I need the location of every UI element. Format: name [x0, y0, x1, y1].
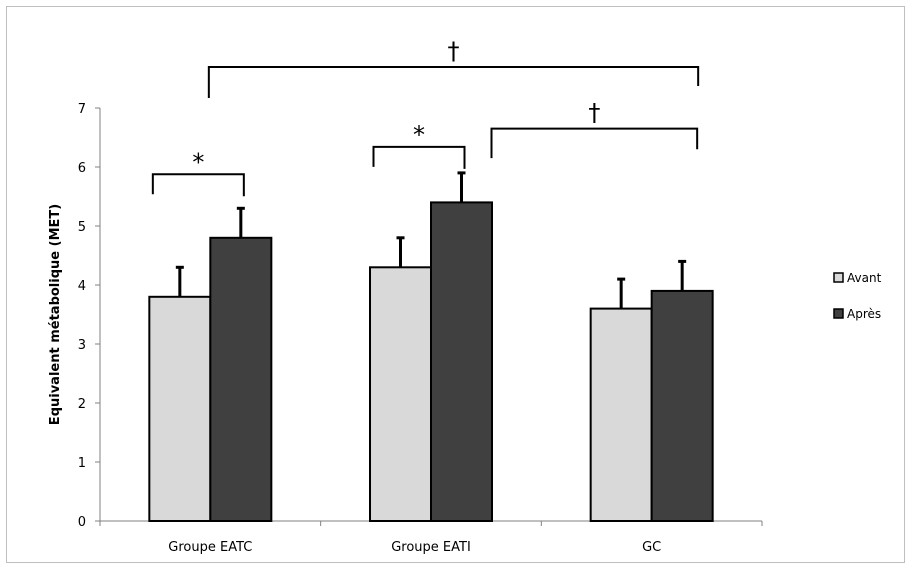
significance-symbol: * [413, 121, 425, 149]
y-tick-label: 4 [78, 279, 86, 294]
significance-bracket [374, 147, 465, 169]
significance-bracket [209, 67, 698, 98]
y-tick-label: 5 [78, 220, 86, 235]
y-tick-label: 0 [78, 515, 86, 530]
x-tick-label: Groupe EATI [391, 540, 471, 555]
significance-annotations: * * † † [153, 37, 698, 196]
legend-label: Avant [847, 271, 882, 285]
bar [431, 202, 492, 521]
bars [149, 173, 712, 521]
bar [210, 238, 271, 521]
legend: Avant Après [834, 271, 882, 321]
bar [591, 309, 652, 521]
legend-label: Après [847, 307, 881, 321]
x-tick-label: Groupe EATC [168, 540, 252, 555]
legend-swatch [834, 273, 843, 282]
bar [652, 291, 713, 521]
y-axis-label: Equivalent métabolique (MET) [48, 204, 63, 425]
significance-bracket [492, 129, 698, 159]
bar-chart: 0 1 2 3 4 5 6 7 Equivalent métabolique (MET) Grou… [7, 7, 906, 564]
significance-symbol: † [448, 37, 460, 65]
y-tick-label: 3 [78, 338, 86, 353]
bar [149, 297, 210, 521]
y-tick-label: 6 [78, 161, 86, 176]
y-tick-label: 2 [78, 397, 86, 412]
bar [370, 267, 431, 521]
y-tick-label: 7 [78, 102, 86, 117]
significance-bracket [153, 174, 244, 196]
y-tick-label: 1 [78, 456, 86, 471]
significance-symbol: † [588, 99, 600, 127]
x-tick-label: GC [642, 540, 661, 555]
legend-swatch [834, 309, 843, 318]
chart-frame: 0 1 2 3 4 5 6 7 Equivalent métabolique (MET) Grou… [6, 6, 905, 563]
significance-symbol: * [192, 148, 204, 176]
